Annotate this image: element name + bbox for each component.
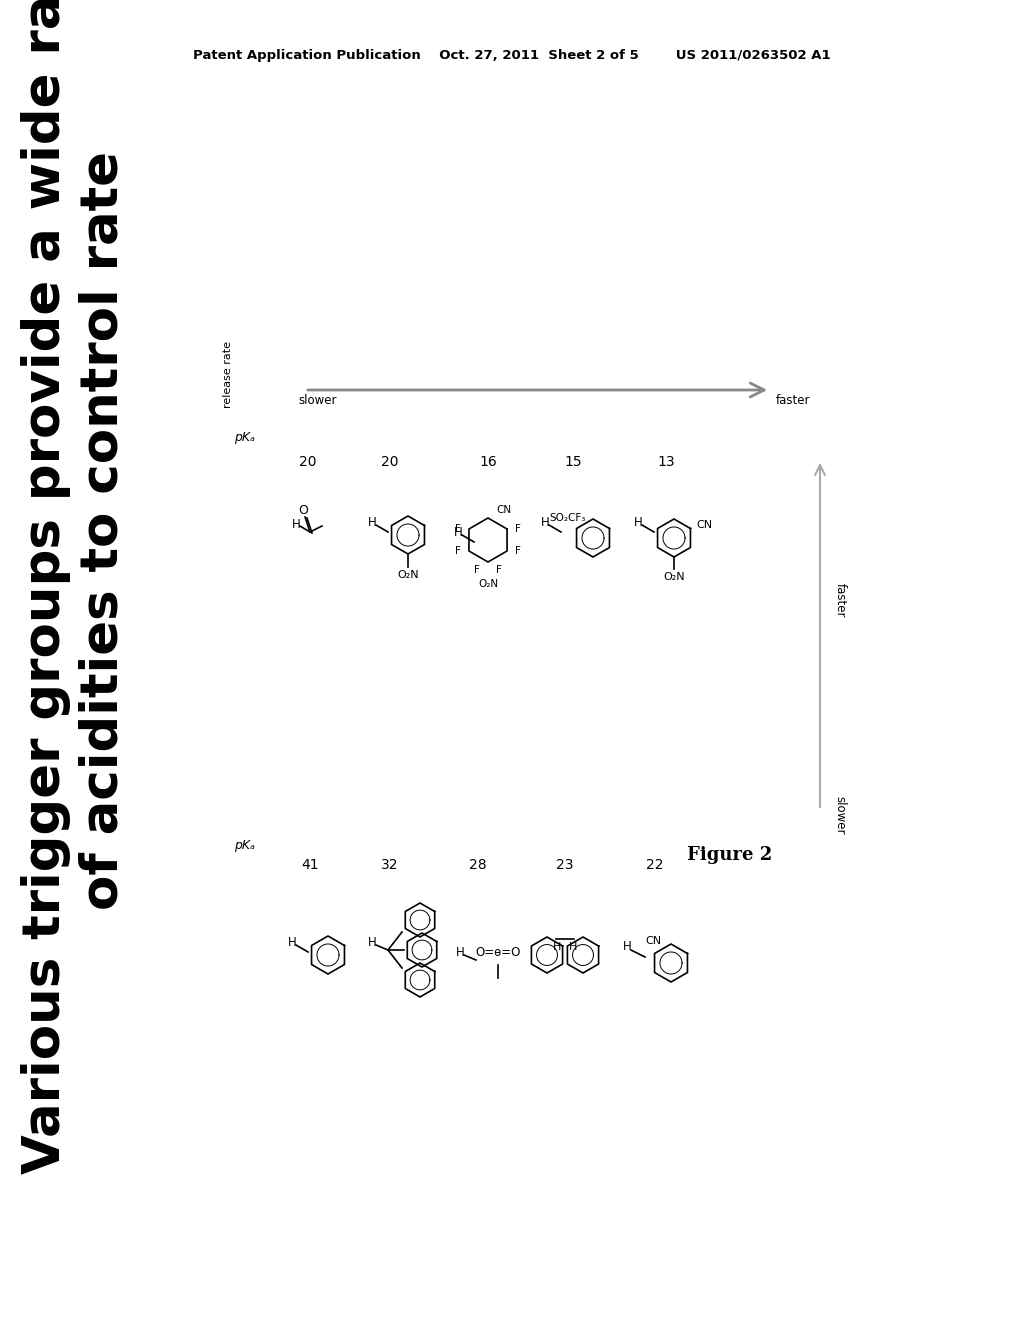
Text: F: F bbox=[455, 545, 461, 556]
Text: 28: 28 bbox=[469, 858, 486, 873]
Text: H: H bbox=[541, 516, 549, 528]
Text: H: H bbox=[368, 516, 377, 528]
Text: H: H bbox=[623, 940, 632, 953]
Text: H: H bbox=[456, 945, 464, 958]
Text: F: F bbox=[455, 524, 461, 535]
Text: O₂N: O₂N bbox=[478, 579, 498, 589]
Text: Figure 2: Figure 2 bbox=[687, 846, 773, 865]
Text: pKₐ: pKₐ bbox=[234, 838, 256, 851]
Text: H: H bbox=[288, 936, 296, 949]
Text: O=ɵ=O: O=ɵ=O bbox=[475, 945, 520, 958]
Text: faster: faster bbox=[834, 582, 847, 618]
Text: 32: 32 bbox=[381, 858, 398, 873]
Text: 23: 23 bbox=[556, 858, 573, 873]
Text: CN: CN bbox=[696, 520, 712, 531]
Text: O: O bbox=[298, 503, 308, 516]
Text: O₂N: O₂N bbox=[397, 570, 419, 579]
Text: pKₐ: pKₐ bbox=[234, 432, 256, 445]
Text: Various trigger groups provide a wide range
of acidities to control rate: Various trigger groups provide a wide ra… bbox=[22, 0, 129, 1173]
Text: 22: 22 bbox=[646, 858, 664, 873]
Text: CN: CN bbox=[645, 936, 662, 946]
Text: F: F bbox=[515, 545, 521, 556]
Text: H: H bbox=[634, 516, 642, 528]
Text: H: H bbox=[292, 517, 300, 531]
Text: 15: 15 bbox=[564, 455, 582, 469]
Text: F: F bbox=[496, 565, 502, 576]
Text: F: F bbox=[515, 524, 521, 535]
Text: 13: 13 bbox=[657, 455, 675, 469]
Text: faster: faster bbox=[776, 393, 811, 407]
Text: CN: CN bbox=[497, 506, 512, 515]
Text: SO₂CF₃: SO₂CF₃ bbox=[550, 513, 586, 523]
Text: H: H bbox=[568, 942, 578, 952]
Text: 20: 20 bbox=[381, 455, 398, 469]
Text: H: H bbox=[454, 525, 463, 539]
Text: Patent Application Publication    Oct. 27, 2011  Sheet 2 of 5        US 2011/026: Patent Application Publication Oct. 27, … bbox=[194, 49, 830, 62]
Text: 16: 16 bbox=[479, 455, 497, 469]
Text: slower: slower bbox=[298, 393, 337, 407]
Text: H: H bbox=[553, 942, 561, 952]
Text: F: F bbox=[474, 565, 480, 576]
Text: O₂N: O₂N bbox=[664, 572, 685, 582]
Text: release rate: release rate bbox=[223, 342, 233, 408]
Text: H: H bbox=[368, 936, 377, 949]
Text: slower: slower bbox=[834, 796, 847, 834]
Text: 20: 20 bbox=[299, 455, 316, 469]
Text: 41: 41 bbox=[301, 858, 318, 873]
